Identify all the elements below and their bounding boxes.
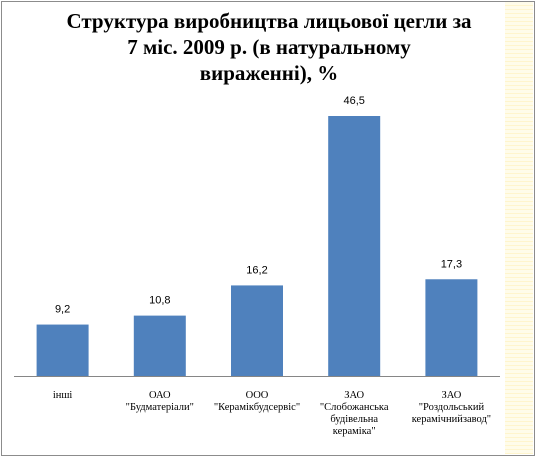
bar-2 — [231, 285, 283, 376]
category-label-2: ООО "Керамікбудсервіс" — [214, 390, 300, 413]
chart-title: Структура виробництва лицьової цегли за … — [66, 9, 472, 85]
data-label-2: 16,2 — [246, 264, 267, 276]
bar-3 — [328, 116, 381, 376]
data-label-3: 46,5 — [343, 95, 364, 107]
category-label-0: інші — [53, 390, 73, 401]
category-label-3: ЗАО "Слобожанська будівельна кераміка" — [320, 390, 389, 437]
category-label-1: ОАО "Будматеріали" — [126, 390, 194, 413]
bar-1 — [133, 315, 186, 376]
bar-0 — [36, 324, 89, 376]
data-label-4: 17,3 — [441, 258, 462, 270]
category-label-4: ЗАО "Роздольський керамічнийзавод" — [412, 390, 491, 425]
data-label-1: 10,8 — [149, 295, 170, 307]
data-label-0: 9,2 — [55, 304, 70, 316]
bar-4 — [425, 279, 478, 376]
decorative-strip — [505, 2, 533, 454]
